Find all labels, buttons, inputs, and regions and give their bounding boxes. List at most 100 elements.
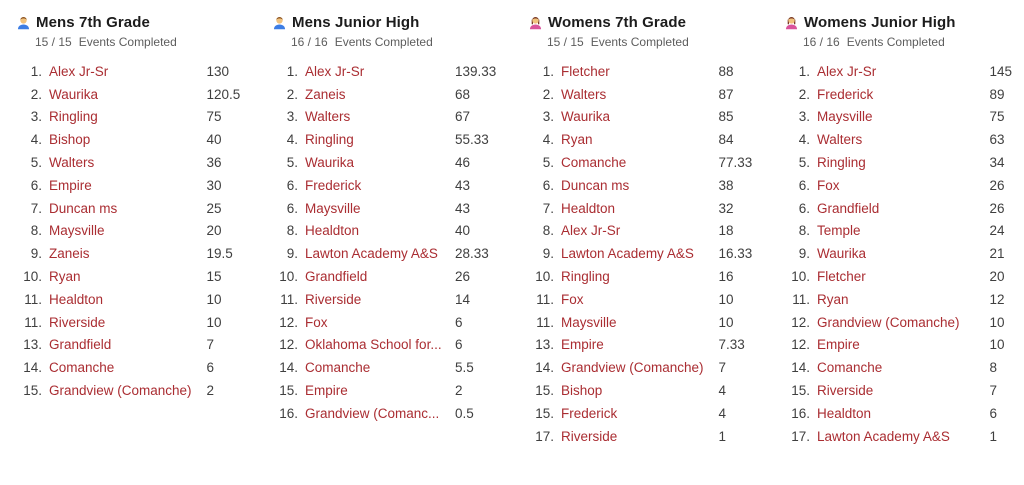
standing-row: 11. Ryan 12: [784, 288, 1012, 311]
team-link[interactable]: Grandfield: [305, 269, 368, 285]
team-link[interactable]: Healdton: [561, 200, 616, 216]
team-link[interactable]: Grandview (Comanche): [817, 314, 960, 330]
standings-list: 1. Alex Jr-Sr 130 2. Waurika 120.5 3. Ri…: [16, 60, 244, 402]
rank-number: 8.: [286, 223, 298, 239]
division-column: Womens Junior High 16 / 16 Events Complet…: [768, 13, 1024, 448]
team-link[interactable]: Ringling: [49, 109, 98, 125]
team-link[interactable]: Ringling: [561, 269, 610, 285]
team-link[interactable]: Fletcher: [561, 63, 610, 79]
rank-number: 15.: [791, 383, 810, 399]
rank-number: 3.: [286, 109, 298, 125]
team-link[interactable]: Grandview (Comanc...: [305, 405, 440, 421]
standing-row: 8. Maysville 20: [16, 220, 244, 243]
team-link[interactable]: Fox: [305, 314, 328, 330]
team-link[interactable]: Empire: [561, 337, 604, 353]
team-link[interactable]: Zaneis: [49, 246, 90, 262]
team-score: 16.33: [718, 246, 753, 262]
team-link[interactable]: Maysville: [49, 223, 105, 239]
team-link[interactable]: Alex Jr-Sr: [305, 63, 365, 79]
team-link[interactable]: Riverside: [817, 383, 874, 399]
team-link[interactable]: Bishop: [49, 132, 91, 148]
team-link[interactable]: Walters: [561, 86, 607, 102]
team-link[interactable]: Ringling: [817, 155, 866, 171]
team-score: 6: [989, 405, 997, 421]
team-link[interactable]: Grandfield: [49, 337, 112, 353]
team-link[interactable]: Fox: [561, 291, 584, 307]
team-score: 120.5: [206, 86, 241, 102]
team-link[interactable]: Lawton Academy A&S: [305, 246, 438, 262]
team-score: 10: [718, 291, 734, 307]
standing-row: 3. Walters 67: [272, 106, 500, 129]
rank-number: 5.: [30, 155, 42, 171]
rank-number: 1.: [30, 63, 42, 79]
standing-row: 12. Grandview (Comanche) 10: [784, 311, 1012, 334]
standing-row: 1. Fletcher 88: [528, 60, 756, 83]
standing-row: 6. Empire 30: [16, 174, 244, 197]
team-link[interactable]: Oklahoma School for...: [305, 337, 442, 353]
team-link[interactable]: Duncan ms: [561, 177, 630, 193]
division-title: Womens 7th Grade: [548, 13, 687, 31]
team-link[interactable]: Maysville: [561, 314, 617, 330]
team-link[interactable]: Maysville: [305, 200, 361, 216]
team-link[interactable]: Ryan: [817, 291, 849, 307]
team-link[interactable]: Ryan: [49, 269, 81, 285]
standing-row: 15. Empire 2: [272, 379, 500, 402]
team-link[interactable]: Fox: [817, 177, 840, 193]
team-link[interactable]: Waurika: [305, 155, 355, 171]
team-link[interactable]: Empire: [817, 337, 860, 353]
rank-number: 17.: [791, 428, 810, 444]
team-link[interactable]: Waurika: [817, 246, 867, 262]
rank-number: 6.: [798, 200, 810, 216]
team-link[interactable]: Waurika: [49, 86, 99, 102]
team-link[interactable]: Comanche: [817, 360, 883, 376]
team-link[interactable]: Duncan ms: [49, 200, 118, 216]
team-link[interactable]: Lawton Academy A&S: [561, 246, 694, 262]
team-link[interactable]: Frederick: [305, 177, 362, 193]
team-link[interactable]: Lawton Academy A&S: [817, 428, 950, 444]
team-link[interactable]: Grandview (Comanche): [561, 360, 704, 376]
team-link[interactable]: Waurika: [561, 109, 611, 125]
team-link[interactable]: Healdton: [49, 291, 104, 307]
team-link[interactable]: Walters: [305, 109, 351, 125]
team-score: 75: [989, 109, 1005, 125]
team-link[interactable]: Maysville: [817, 109, 873, 125]
team-score: 7.33: [718, 337, 745, 353]
team-link[interactable]: Riverside: [305, 291, 362, 307]
team-link[interactable]: Walters: [49, 155, 95, 171]
team-link[interactable]: Alex Jr-Sr: [561, 223, 621, 239]
team-link[interactable]: Alex Jr-Sr: [49, 63, 109, 79]
team-link[interactable]: Healdton: [817, 405, 872, 421]
team-link[interactable]: Riverside: [49, 314, 106, 330]
team-link[interactable]: Walters: [817, 132, 863, 148]
team-score: 1: [718, 428, 726, 444]
events-label: Events Completed: [590, 35, 689, 49]
team-link[interactable]: Comanche: [561, 155, 627, 171]
team-link[interactable]: Grandfield: [817, 200, 880, 216]
team-link[interactable]: Ringling: [305, 132, 354, 148]
team-link[interactable]: Empire: [305, 383, 348, 399]
standings-list: 1. Alex Jr-Sr 145 2. Frederick 89 3. May…: [784, 60, 1012, 448]
standing-row: 9. Lawton Academy A&S 28.33: [272, 242, 500, 265]
team-link[interactable]: Ryan: [561, 132, 593, 148]
team-score: 14: [454, 291, 470, 307]
team-link[interactable]: Frederick: [817, 86, 874, 102]
events-count: 16 / 16: [803, 35, 840, 49]
team-link[interactable]: Grandview (Comanche): [49, 383, 192, 399]
standing-row: 14. Comanche 6: [16, 356, 244, 379]
team-link[interactable]: Bishop: [561, 383, 603, 399]
team-link[interactable]: Comanche: [49, 360, 115, 376]
team-score: 25: [206, 200, 222, 216]
events-completed-status: 16 / 16 Events Completed: [803, 35, 1012, 49]
team-link[interactable]: Empire: [49, 177, 92, 193]
team-link[interactable]: Frederick: [561, 405, 618, 421]
team-link[interactable]: Healdton: [305, 223, 360, 239]
rank-number: 11.: [24, 314, 42, 330]
team-link[interactable]: Fletcher: [817, 269, 866, 285]
team-link[interactable]: Temple: [817, 223, 861, 239]
rank-number: 15.: [23, 383, 42, 399]
team-link[interactable]: Zaneis: [305, 86, 346, 102]
rank-number: 15.: [279, 383, 298, 399]
team-link[interactable]: Riverside: [561, 428, 618, 444]
team-link[interactable]: Comanche: [305, 360, 371, 376]
team-link[interactable]: Alex Jr-Sr: [817, 63, 877, 79]
